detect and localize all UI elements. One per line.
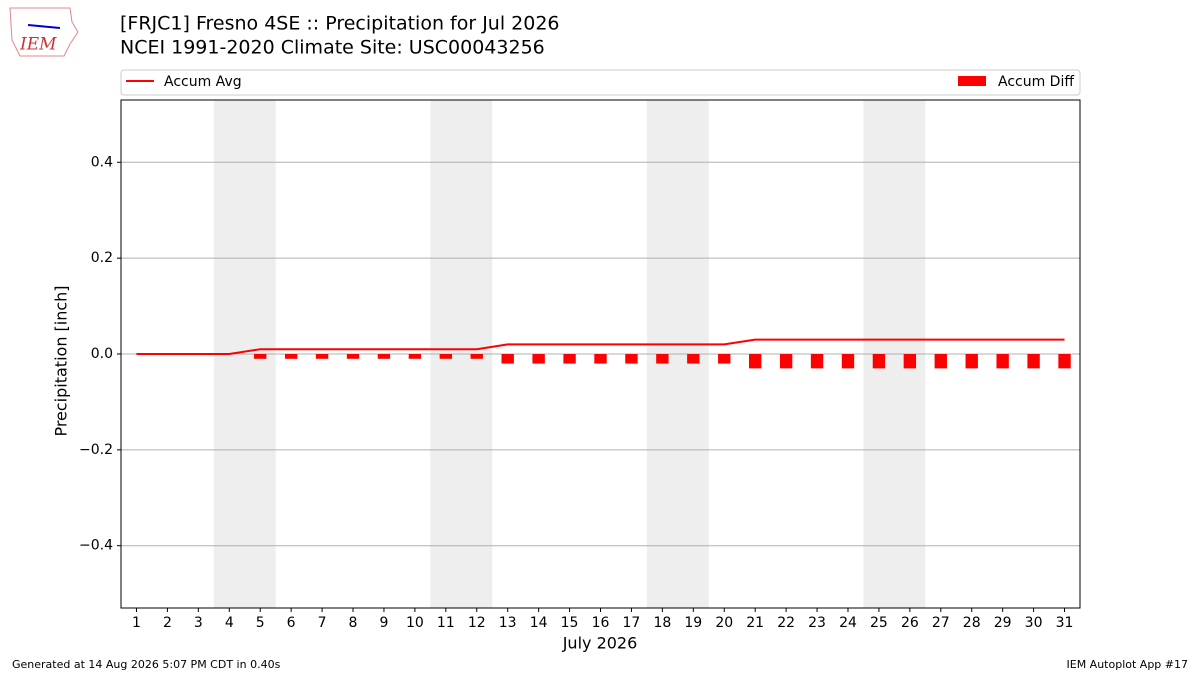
x-tick-label: 5	[256, 615, 265, 631]
footer-left: Generated at 14 Aug 2026 5:07 PM CDT in …	[12, 658, 281, 671]
bar	[408, 354, 422, 359]
bar	[563, 354, 576, 364]
x-tick-label: 25	[870, 615, 888, 631]
y-tick-label: −0.4	[79, 538, 113, 554]
bar	[934, 354, 947, 369]
x-tick-label: 9	[379, 615, 388, 631]
x-tick-label: 28	[963, 615, 981, 631]
x-tick-label: 7	[318, 615, 327, 631]
y-tick-label: 0.2	[91, 250, 113, 266]
legend-swatch	[958, 76, 986, 86]
bar	[687, 354, 700, 364]
x-tick-label: 12	[468, 615, 486, 631]
bar	[841, 354, 855, 369]
footer-right: IEM Autoplot App #17	[1067, 658, 1189, 671]
x-tick-label: 8	[349, 615, 358, 631]
logo-outline	[9, 7, 79, 57]
legend-label: Accum Diff	[998, 74, 1074, 90]
legend-label: Accum Avg	[164, 74, 242, 90]
chart-title: [FRJC1] Fresno 4SE :: Precipitation for …	[120, 13, 560, 35]
bar	[501, 354, 514, 364]
x-tick-label: 3	[194, 615, 203, 631]
bar	[903, 354, 917, 369]
legend-box	[120, 69, 1081, 96]
bar	[594, 354, 607, 364]
bar	[748, 354, 762, 369]
x-tick-label: 23	[808, 615, 826, 631]
bar	[1027, 354, 1040, 369]
y-tick-label: 0.4	[91, 154, 113, 170]
x-tick-label: 24	[839, 615, 857, 631]
bar	[779, 354, 793, 369]
y-axis-label: Precipitation [inch]	[52, 285, 71, 436]
plot-frame	[120, 99, 1081, 609]
bar	[439, 354, 453, 359]
chart-subtitle: NCEI 1991-2020 Climate Site: USC00043256	[120, 37, 545, 59]
bar	[1058, 354, 1071, 369]
x-axis-label: July 2026	[562, 634, 638, 653]
bar	[346, 354, 360, 359]
y-tick-label: −0.2	[79, 442, 113, 458]
bar	[377, 354, 391, 359]
bar	[532, 354, 545, 364]
x-tick-label: 13	[499, 615, 517, 631]
x-tick-label: 1	[132, 615, 141, 631]
x-tick-label: 4	[225, 615, 234, 631]
x-tick-label: 27	[932, 615, 950, 631]
x-tick-label: 21	[746, 615, 764, 631]
x-tick-label: 15	[561, 615, 579, 631]
bar	[996, 354, 1009, 369]
x-tick-label: 29	[994, 615, 1012, 631]
x-tick-label: 17	[623, 615, 641, 631]
x-tick-label: 11	[437, 615, 455, 631]
bar	[254, 354, 267, 359]
bar	[284, 354, 298, 359]
logo: IEM	[9, 7, 79, 57]
x-tick-label: 16	[592, 615, 610, 631]
logo-text: IEM	[19, 35, 57, 55]
x-tick-label: 26	[901, 615, 919, 631]
x-tick-label: 18	[653, 615, 671, 631]
y-tick-label: 0.0	[91, 346, 113, 362]
bar	[656, 354, 669, 364]
x-tick-label: 10	[406, 615, 424, 631]
bar	[470, 354, 483, 359]
bar	[810, 354, 824, 369]
x-tick-label: 20	[715, 615, 733, 631]
logo-icon	[27, 24, 61, 29]
x-tick-label: 30	[1025, 615, 1043, 631]
x-tick-label: 6	[287, 615, 296, 631]
x-tick-label: 22	[777, 615, 795, 631]
bar	[718, 354, 731, 364]
line	[136, 338, 1065, 355]
bar	[625, 354, 638, 364]
bar	[872, 354, 886, 369]
x-tick-label: 31	[1056, 615, 1074, 631]
bar	[965, 354, 978, 369]
x-tick-label: 14	[530, 615, 548, 631]
bar	[315, 354, 329, 359]
x-tick-label: 19	[684, 615, 702, 631]
x-tick-label: 2	[163, 615, 172, 631]
